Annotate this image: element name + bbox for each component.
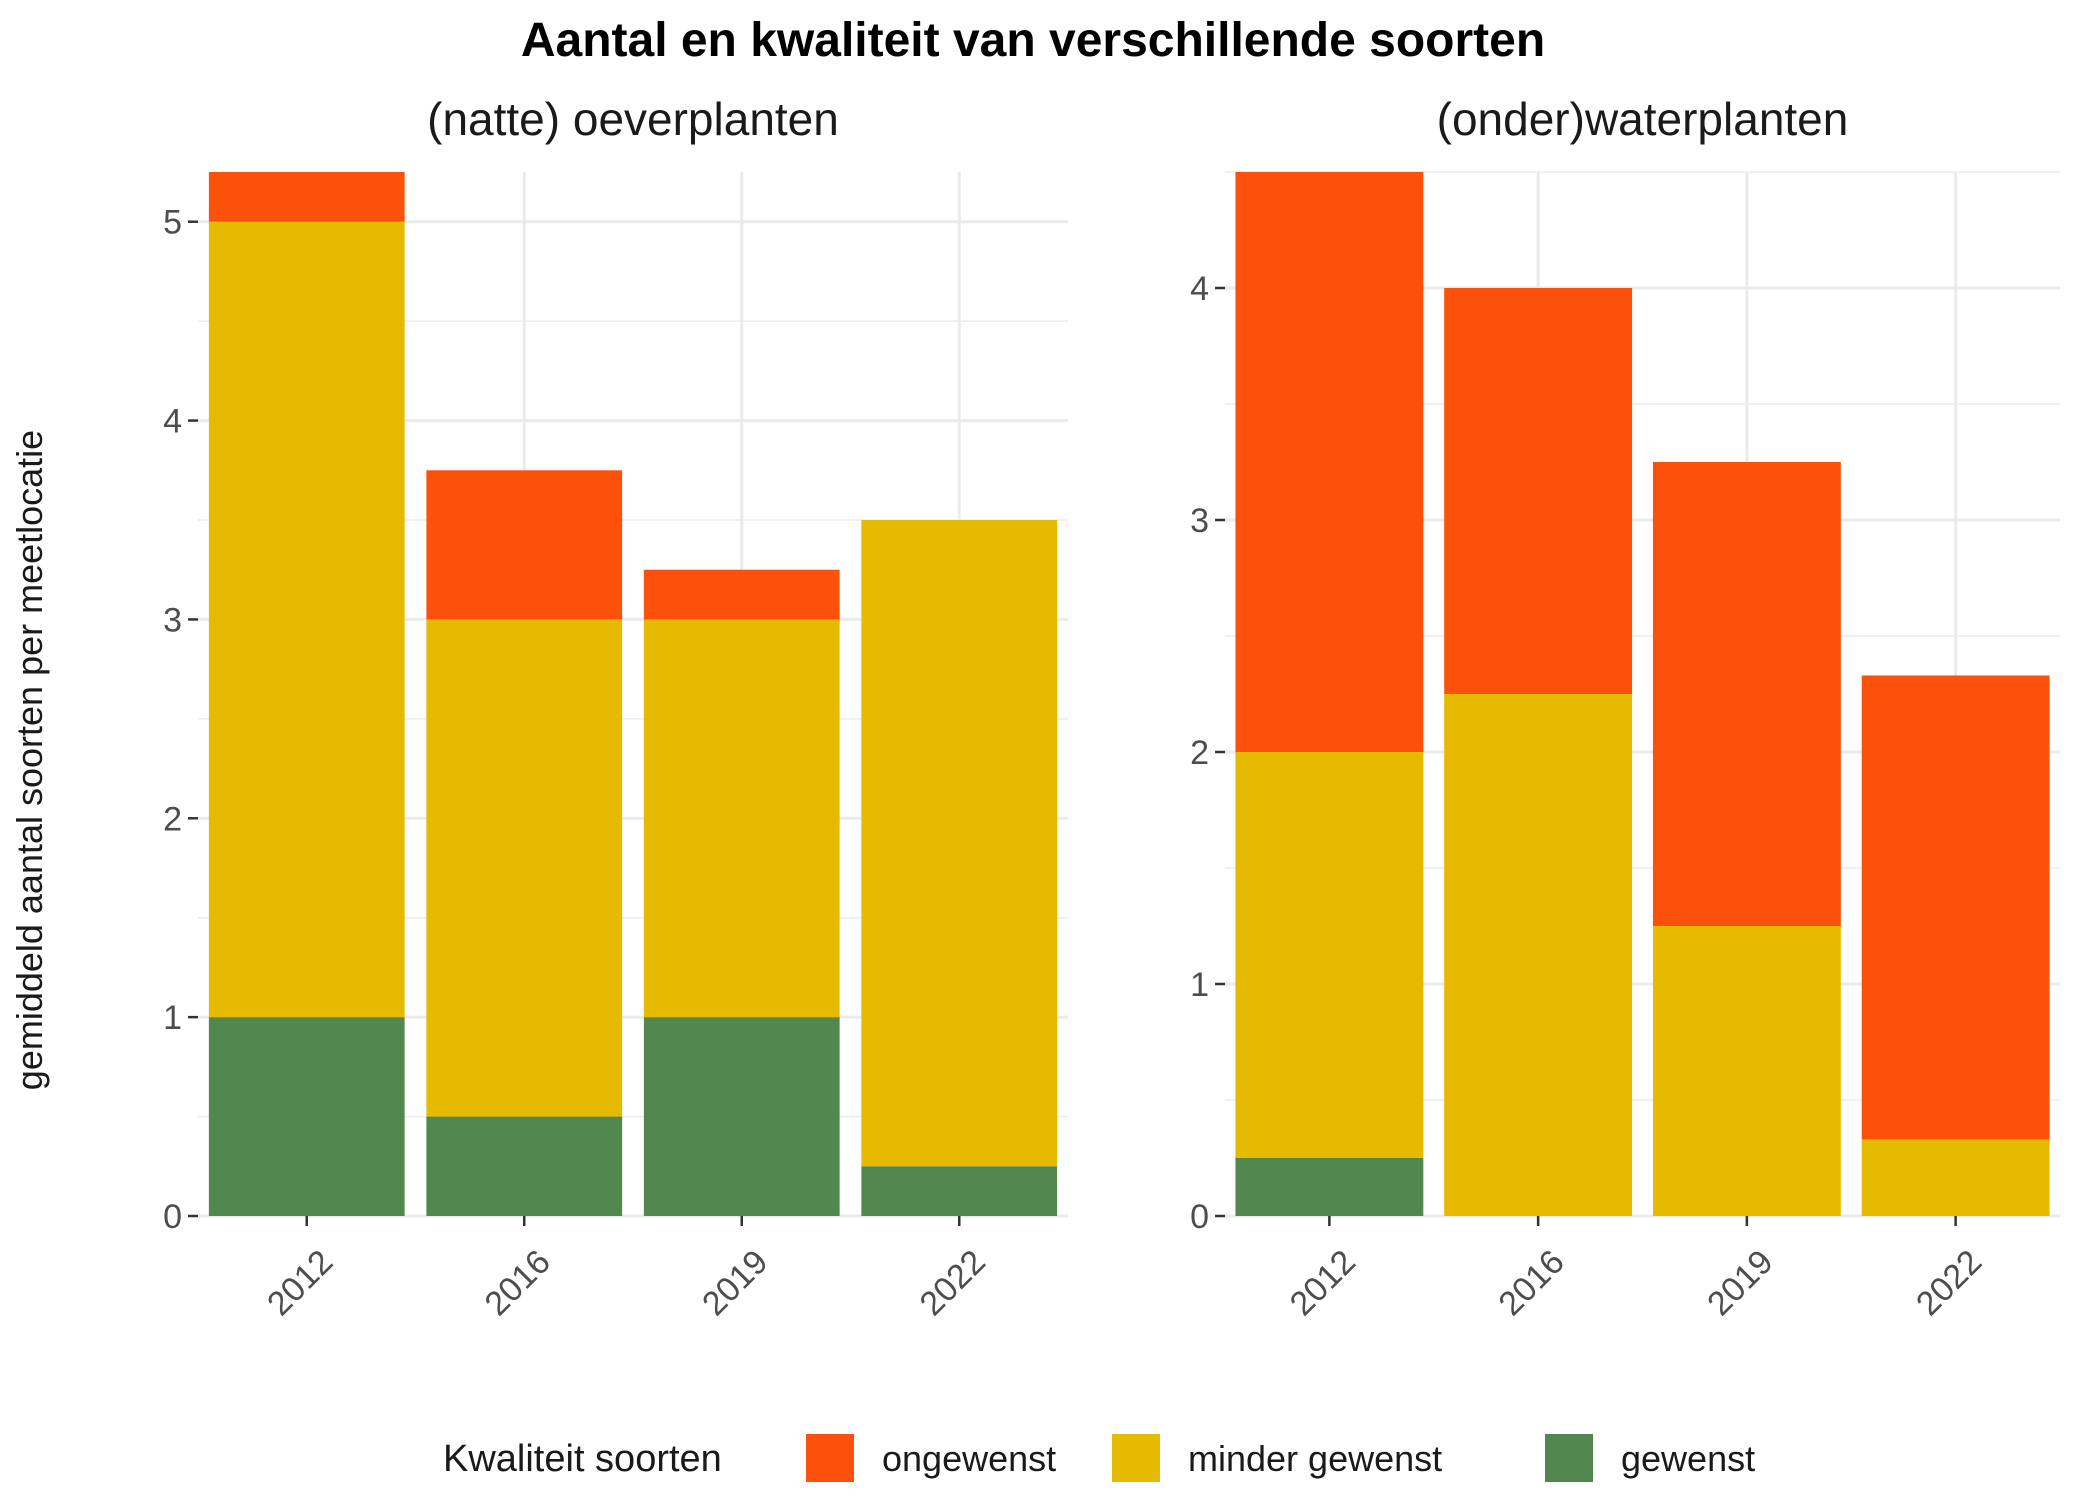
y-tick-label: 4 [163, 403, 182, 441]
panel-title: (onder)waterplanten [1437, 93, 1849, 145]
x-tick-label: 2022 [913, 1243, 993, 1323]
legend: Kwaliteit soorten ongewenst minder gewenst… [443, 1434, 1755, 1482]
y-tick-label: 5 [163, 204, 182, 242]
x-tick-label: 2016 [1491, 1243, 1571, 1323]
panel-1: (natte) oeverplanten 0 1 2 3 4 5 2012 2016 2019 20… [163, 93, 1068, 1323]
y-axis-label: gemiddeld aantal soorten per meetlocatie [9, 430, 50, 1090]
bar-ongewenst-2016 [1444, 288, 1633, 694]
x-tick-label: 2012 [1283, 1243, 1363, 1323]
bar-minder-gewenst-2016 [426, 619, 623, 1117]
bar-gewenst-2016 [426, 1116, 623, 1216]
x-tick-label: 2019 [1700, 1243, 1780, 1323]
bar-gewenst-2012 [208, 1017, 405, 1216]
bar-gewenst-2022 [861, 1166, 1058, 1216]
bar-gewenst-2012 [1235, 1158, 1424, 1216]
y-tick-label: 0 [1190, 1198, 1209, 1236]
legend-key [1545, 1434, 1593, 1482]
legend-label: minder gewenst [1188, 1438, 1442, 1479]
bar-ongewenst-2012 [1235, 172, 1424, 752]
x-tick-label: 2022 [1909, 1243, 1989, 1323]
bar-ongewenst-2012 [208, 172, 405, 222]
panel-2: (onder)waterplanten 0 1 2 3 4 2012 2016 2019 2022 [1190, 93, 2060, 1323]
x-tick-label: 2016 [478, 1243, 558, 1323]
bar-minder-gewenst-2012 [208, 221, 405, 1018]
bar-minder-gewenst-2016 [1444, 694, 1633, 1216]
bar-ongewenst-2022 [1861, 675, 2050, 1140]
bar-gewenst-2019 [643, 1017, 840, 1216]
legend-item-minder-gewenst: minder gewenst [1112, 1434, 1442, 1482]
y-tick-label: 3 [1190, 502, 1209, 540]
bar-ongewenst-2019 [643, 569, 840, 620]
legend-item-ongewenst: ongewenst [806, 1434, 1056, 1482]
y-tick-label: 0 [163, 1198, 182, 1236]
legend-label: ongewenst [882, 1438, 1056, 1479]
legend-title: Kwaliteit soorten [443, 1438, 722, 1480]
panel-title: (natte) oeverplanten [427, 93, 839, 145]
y-tick-label: 2 [1190, 734, 1209, 772]
x-tick-label: 2012 [260, 1243, 340, 1323]
bar-ongewenst-2016 [426, 470, 623, 620]
y-tick-label: 1 [163, 999, 182, 1037]
legend-key [1112, 1434, 1160, 1482]
legend-key [806, 1434, 854, 1482]
bar-minder-gewenst-2019 [1652, 926, 1841, 1216]
y-tick-label: 1 [1190, 966, 1209, 1004]
bar-minder-gewenst-2022 [1861, 1139, 2050, 1216]
y-tick-label: 3 [163, 601, 182, 639]
legend-label: gewenst [1621, 1438, 1755, 1479]
y-tick-label: 2 [163, 800, 182, 838]
chart-title: Aantal en kwaliteit van verschillende so… [521, 14, 1545, 67]
bar-ongewenst-2019 [1652, 462, 1841, 926]
x-tick-label: 2019 [695, 1243, 775, 1323]
bar-minder-gewenst-2012 [1235, 752, 1424, 1158]
y-tick-label: 4 [1190, 270, 1209, 308]
bar-minder-gewenst-2022 [861, 520, 1058, 1167]
legend-item-gewenst: gewenst [1545, 1434, 1755, 1482]
bar-minder-gewenst-2019 [643, 619, 840, 1018]
